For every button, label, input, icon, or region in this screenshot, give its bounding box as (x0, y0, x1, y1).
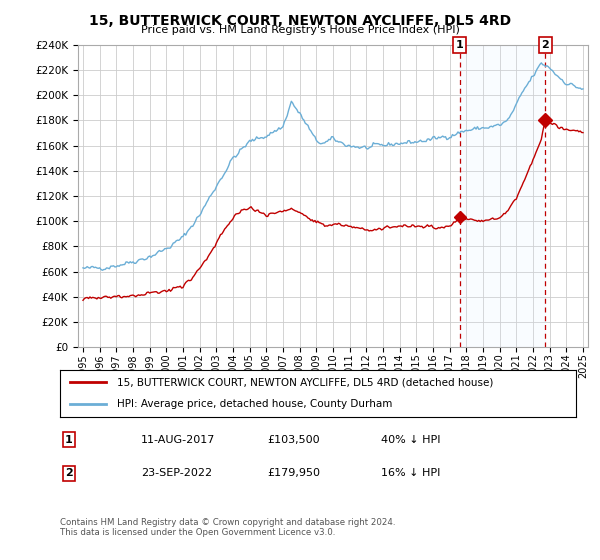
Text: 1: 1 (456, 40, 464, 50)
Text: £179,950: £179,950 (267, 468, 320, 478)
Text: 2: 2 (65, 468, 73, 478)
Text: 15, BUTTERWICK COURT, NEWTON AYCLIFFE, DL5 4RD: 15, BUTTERWICK COURT, NEWTON AYCLIFFE, D… (89, 14, 511, 28)
Text: 11-AUG-2017: 11-AUG-2017 (141, 435, 215, 445)
Text: Contains HM Land Registry data © Crown copyright and database right 2024.
This d: Contains HM Land Registry data © Crown c… (60, 518, 395, 538)
Text: HPI: Average price, detached house, County Durham: HPI: Average price, detached house, Coun… (117, 399, 392, 409)
Bar (460, 45, 545, 347)
Text: 23-SEP-2022: 23-SEP-2022 (141, 468, 212, 478)
Text: 1: 1 (65, 435, 73, 445)
Text: Price paid vs. HM Land Registry's House Price Index (HPI): Price paid vs. HM Land Registry's House … (140, 25, 460, 35)
Text: 15, BUTTERWICK COURT, NEWTON AYCLIFFE, DL5 4RD (detached house): 15, BUTTERWICK COURT, NEWTON AYCLIFFE, D… (117, 377, 493, 388)
Text: £103,500: £103,500 (267, 435, 320, 445)
Text: 16% ↓ HPI: 16% ↓ HPI (381, 468, 440, 478)
Text: 40% ↓ HPI: 40% ↓ HPI (381, 435, 440, 445)
Text: 2: 2 (541, 40, 549, 50)
